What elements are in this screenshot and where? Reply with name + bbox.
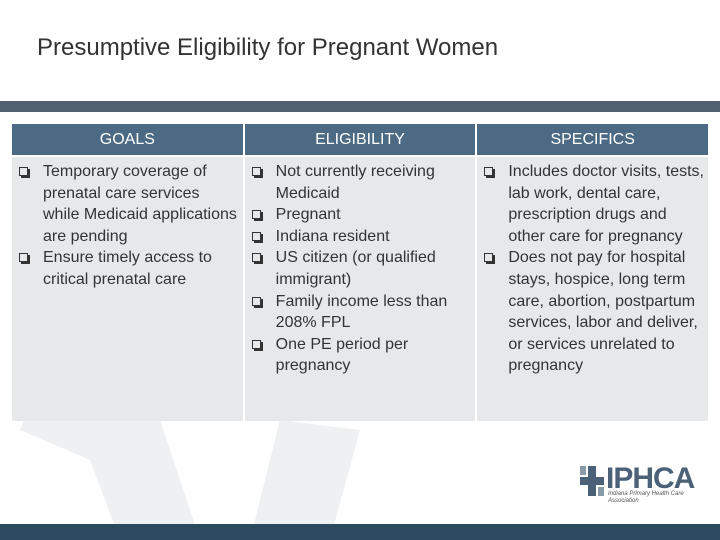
logo: IPHCA Indiana Primary Health Care Associ… (580, 462, 695, 507)
column-body: Includes doctor visits, tests, lab work,… (477, 157, 709, 421)
bullet-list: Not currently receiving Medicaid Pregnant… (247, 161, 472, 377)
bullet-item: One PE period per pregnancy (247, 334, 472, 377)
bullet-item: Pregnant (247, 204, 472, 226)
logo-icon (580, 466, 604, 496)
column-body: Temporary coverage of prenatal care serv… (12, 157, 243, 421)
column-header: ELIGIBILITY (244, 124, 476, 155)
footer-band (0, 524, 720, 540)
table-column: ELIGIBILITY Not currently receiving Medic… (244, 124, 476, 421)
bullet-item: Indiana resident (247, 226, 472, 248)
bullet-list: Temporary coverage of prenatal care serv… (14, 161, 239, 291)
logo-tagline: Indiana Primary Health Care Association (608, 491, 684, 504)
column-header: SPECIFICS (477, 124, 709, 155)
table: GOALS Temporary coverage of prenatal care… (12, 124, 709, 421)
bullet-item: Includes doctor visits, tests, lab work,… (479, 161, 704, 247)
column-body: Not currently receiving Medicaid Pregnant… (244, 157, 476, 421)
bullet-item: Temporary coverage of prenatal care serv… (14, 161, 239, 247)
bullet-item: US citizen (or qualified immigrant) (247, 247, 472, 290)
table-column: SPECIFICS Includes doctor visits, tests, … (477, 124, 709, 421)
header-band (0, 101, 720, 112)
column-header: GOALS (12, 124, 243, 155)
bullet-item: Ensure timely access to critical prenata… (14, 247, 239, 290)
bullet-item: Does not pay for hospital stays, hospice… (479, 247, 704, 377)
bullet-list: Includes doctor visits, tests, lab work,… (479, 161, 704, 377)
bullet-item: Family income less than 208% FPL (247, 291, 472, 334)
table-column: GOALS Temporary coverage of prenatal care… (12, 124, 243, 421)
slide-title: Presumptive Eligibility for Pregnant Wom… (37, 34, 499, 61)
bullet-item: Not currently receiving Medicaid (247, 161, 472, 204)
logo-name: IPHCA (606, 462, 695, 495)
